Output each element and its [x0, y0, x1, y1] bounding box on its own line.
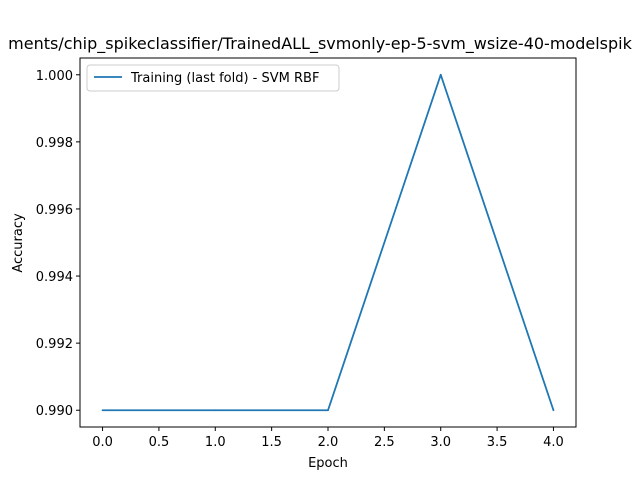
legend-box	[86, 64, 340, 92]
data-point	[439, 73, 442, 76]
data-point	[552, 409, 555, 412]
x-tick-label: 0.0	[92, 435, 113, 450]
y-tick-label: 1.000	[36, 69, 73, 84]
y-axis-label: Accuracy	[11, 213, 26, 273]
x-tick-label: 1.0	[205, 435, 226, 450]
data-point	[101, 409, 104, 412]
legend-label: Training (last fold) - SVM RBF	[130, 71, 319, 86]
y-tick-label: 0.990	[36, 404, 73, 419]
plot-frame	[79, 57, 577, 428]
y-tick-label: 0.994	[36, 270, 73, 285]
x-tick-label: 0.5	[149, 435, 170, 450]
legend: Training (last fold) - SVM RBF	[86, 64, 340, 92]
data-point	[327, 409, 329, 412]
y-tick-label: 0.998	[36, 136, 73, 151]
x-axis-label: Epoch	[308, 456, 348, 471]
y-tick-label: 0.996	[36, 203, 73, 218]
x-tick-label: 3.0	[430, 435, 451, 450]
x-tick-label: 4.0	[543, 435, 564, 450]
x-tick-label: 2.5	[374, 435, 395, 450]
x-tick-label: 2.0	[318, 435, 339, 450]
x-tick-label: 1.5	[261, 435, 282, 450]
x-tick-label: 3.5	[487, 435, 508, 450]
data-point	[214, 409, 217, 412]
y-tick-label: 0.992	[36, 337, 73, 352]
chart-title: ments/chip_spikeclassifier/TrainedALL_sv…	[8, 34, 632, 54]
